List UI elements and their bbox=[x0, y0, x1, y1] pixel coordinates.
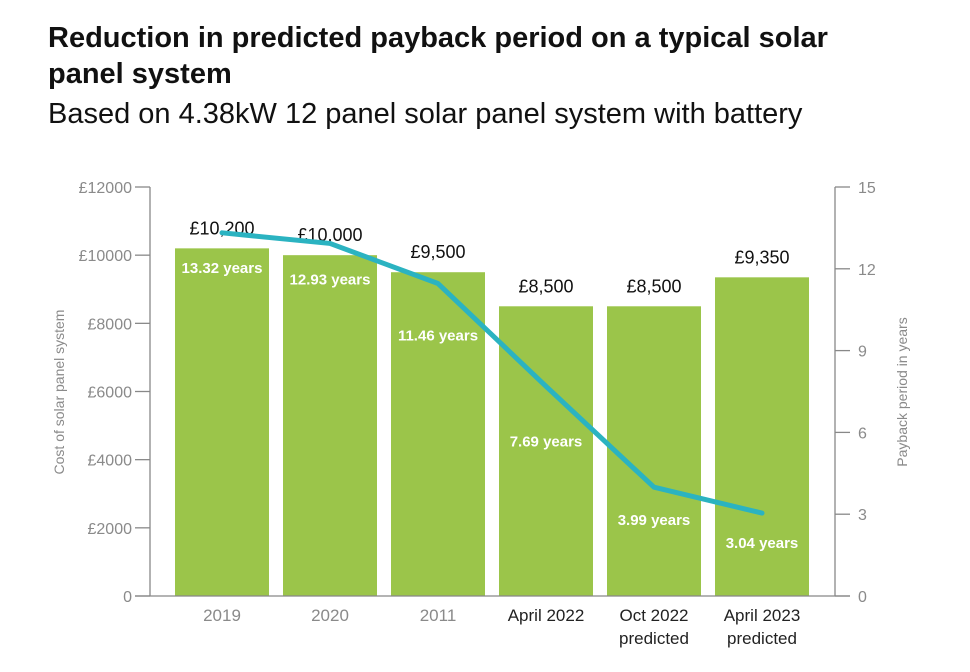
right-tick-label: 6 bbox=[858, 425, 867, 442]
x-tick-label: April 2023 bbox=[724, 606, 801, 625]
payback-line bbox=[219, 230, 765, 516]
x-tick-label: 2020 bbox=[311, 606, 349, 625]
x-tick-label: predicted bbox=[727, 629, 797, 648]
bar-value-label: £9,350 bbox=[734, 247, 789, 267]
right-tick-label: 12 bbox=[858, 262, 876, 279]
left-tick-label: 0 bbox=[123, 589, 132, 606]
bar bbox=[175, 248, 269, 596]
x-tick-label: predicted bbox=[619, 629, 689, 648]
x-tick-label: April 2022 bbox=[508, 606, 585, 625]
payback-label: 13.32 years bbox=[182, 260, 263, 277]
right-tick-label: 9 bbox=[858, 344, 867, 361]
right-tick-label: 15 bbox=[858, 180, 876, 197]
left-tick-label: £2000 bbox=[88, 521, 133, 538]
x-tick-label: 2011 bbox=[420, 606, 457, 625]
left-tick-label: £4000 bbox=[88, 453, 133, 470]
y2-axis-title: Payback period in years bbox=[894, 317, 910, 466]
bar-value-label: £8,500 bbox=[518, 276, 573, 296]
left-tick-label: £6000 bbox=[88, 385, 133, 402]
payback-label: 3.04 years bbox=[726, 535, 799, 552]
bar bbox=[283, 255, 377, 596]
x-tick-label: 2019 bbox=[203, 606, 241, 625]
bar bbox=[715, 277, 809, 596]
bar bbox=[391, 272, 485, 596]
payback-label: 12.93 years bbox=[290, 271, 371, 288]
payback-label: 3.99 years bbox=[618, 512, 691, 529]
x-tick-label: Oct 2022 bbox=[620, 606, 689, 625]
bar-value-label: £9,500 bbox=[410, 242, 465, 262]
chart-title: Reduction in predicted payback period on… bbox=[48, 22, 828, 90]
left-tick-label: £8000 bbox=[88, 316, 133, 333]
y-axis-title: Cost of solar panel system bbox=[51, 310, 67, 475]
right-tick-label: 3 bbox=[858, 507, 867, 524]
bar bbox=[499, 306, 593, 596]
bar bbox=[607, 306, 701, 596]
left-tick-label: £10000 bbox=[79, 248, 132, 265]
chart-subtitle: Based on 4.38kW 12 panel solar panel sys… bbox=[48, 98, 803, 130]
payback-label: 7.69 years bbox=[510, 433, 583, 450]
payback-label: 11.46 years bbox=[398, 328, 478, 345]
left-tick-label: £12000 bbox=[79, 180, 132, 197]
right-tick-label: 0 bbox=[858, 589, 867, 606]
bar-value-label: £8,500 bbox=[626, 276, 681, 296]
